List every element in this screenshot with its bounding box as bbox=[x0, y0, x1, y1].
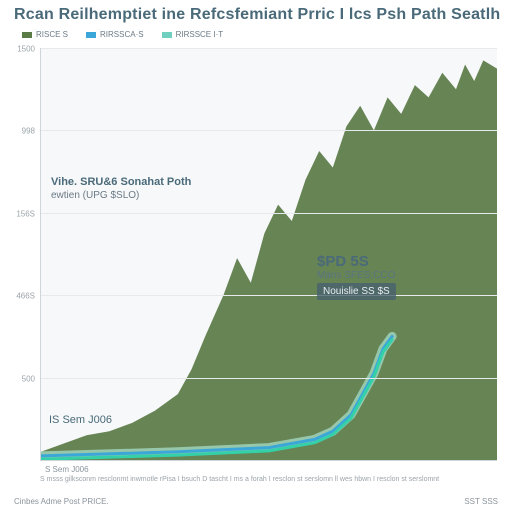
legend-item-2: RIRSSCE I·T bbox=[162, 30, 224, 39]
chart-plot-area: 500 466S 156S 998 1500 Vihe. SRU&6 Sonahat P… bbox=[40, 48, 497, 461]
area-series bbox=[41, 60, 497, 460]
y-axis-label: 156S bbox=[16, 209, 35, 218]
callout-box: Nouislie SS $S bbox=[317, 283, 396, 300]
legend-label-0: RISCE S bbox=[36, 30, 68, 39]
chart-title: Rcan Reilhemptiet ine Refcsfemiant Prric… bbox=[14, 6, 500, 24]
annotation-upper-left: Vihe. SRU&6 Sonahat Poth ewtien (UPG $SL… bbox=[51, 176, 191, 202]
chart-svg bbox=[41, 48, 497, 460]
legend-label-1: RIRSSCA·S bbox=[100, 30, 144, 39]
gridline: 500 bbox=[41, 378, 497, 379]
legend-swatch-1 bbox=[86, 32, 96, 38]
legend: RISCE S RIRSSCA·S RIRSSCE I·T bbox=[22, 30, 223, 39]
gridline: 1500 bbox=[41, 48, 497, 49]
y-axis-label: 1500 bbox=[17, 45, 35, 54]
annotation-line1: Vihe. SRU&6 Sonahat Poth bbox=[51, 176, 191, 190]
callout-big: $PD 5S bbox=[317, 253, 369, 270]
y-axis-label: 500 bbox=[22, 374, 35, 383]
callout-line1: Mans SFES;CCO bbox=[317, 270, 396, 281]
legend-item-1: RIRSSCA·S bbox=[86, 30, 144, 39]
legend-swatch-2 bbox=[162, 32, 172, 38]
gridline: 998 bbox=[41, 130, 497, 131]
price-callout: $PD 5S Mans SFES;CCO Nouislie SS $S bbox=[317, 253, 396, 300]
x-axis-label-0: S Sem J006 bbox=[45, 465, 89, 474]
bottom-right-label: SST SSS bbox=[464, 497, 498, 506]
gridline: 156S bbox=[41, 213, 497, 214]
footnote-text: S msss gilksconm resclonmt inwmotle rPis… bbox=[40, 475, 494, 484]
y-axis-label: 998 bbox=[22, 127, 35, 136]
chart-container: Rcan Reilhemptiet ine Refcsfemiant Prric… bbox=[0, 0, 512, 512]
annotation-line2: ewtien (UPG $SLO) bbox=[51, 190, 191, 203]
y-axis-label: 466S bbox=[16, 292, 35, 301]
gridline: 466S bbox=[41, 295, 497, 296]
legend-item-0: RISCE S bbox=[22, 30, 68, 39]
legend-swatch-0 bbox=[22, 32, 32, 38]
attribution: Cinbes Adme Post PRICE. bbox=[14, 497, 109, 506]
legend-label-2: RIRSSCE I·T bbox=[176, 30, 224, 39]
inside-low-label: IS Sem J006 bbox=[49, 414, 112, 426]
